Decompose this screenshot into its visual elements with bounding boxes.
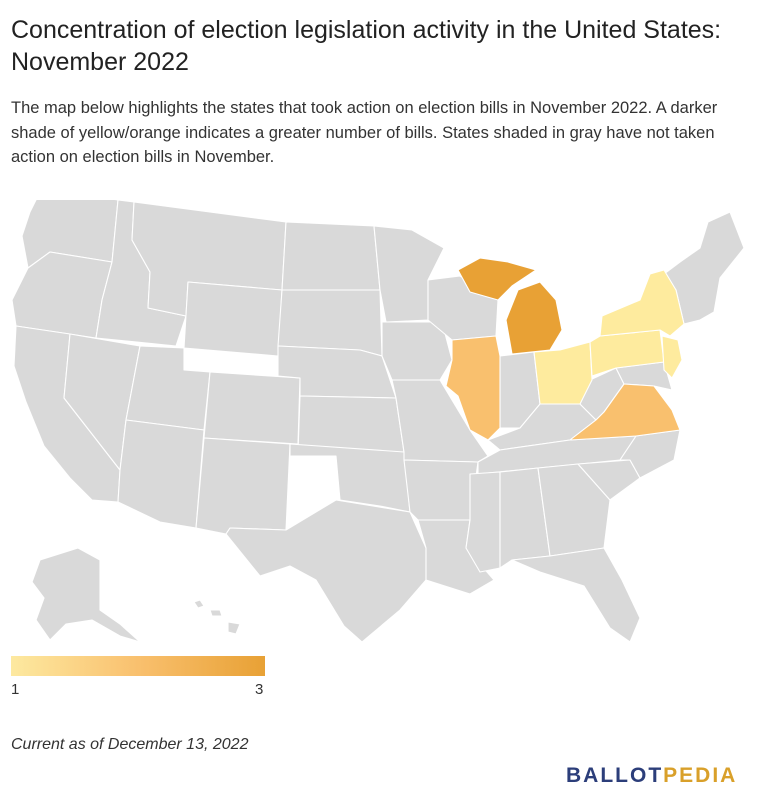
state-colorado (203, 371, 301, 445)
state-new-jersey (661, 335, 683, 379)
state-georgia (537, 463, 611, 557)
state-south-dakota (277, 289, 383, 357)
state-hawaii (193, 599, 241, 635)
legend-min-label: 1 (11, 681, 20, 698)
state-mississippi (465, 471, 501, 573)
logo-part-ballot: BALLOT (566, 764, 664, 787)
state-alaska (31, 547, 141, 643)
footnote-current-as-of: Current as of December 13, 2022 (11, 736, 249, 753)
state-virginia (569, 383, 681, 441)
state-michigan (457, 257, 563, 355)
state-illinois (445, 335, 501, 441)
state-ohio (533, 341, 593, 405)
state-kansas (297, 395, 405, 453)
legend-gradient-bar (11, 656, 265, 676)
logo-part-pedia: PEDIA (663, 764, 738, 787)
state-north-dakota (281, 221, 381, 291)
map-description: The map below highlights the states that… (11, 99, 718, 166)
state-arkansas (403, 459, 479, 521)
state-new-mexico (195, 437, 291, 535)
ballotpedia-logo: BALLOTPEDIA (566, 764, 737, 788)
map-title: Concentration of election legislation ac… (11, 16, 722, 76)
state-utah (125, 345, 211, 431)
state-florida (511, 547, 641, 643)
state-wyoming (183, 281, 283, 357)
state-new-york (599, 269, 685, 337)
legend-max-label: 3 (255, 681, 264, 698)
state-texas (225, 499, 427, 643)
state-arizona (117, 419, 205, 529)
us-states-map (11, 200, 745, 643)
